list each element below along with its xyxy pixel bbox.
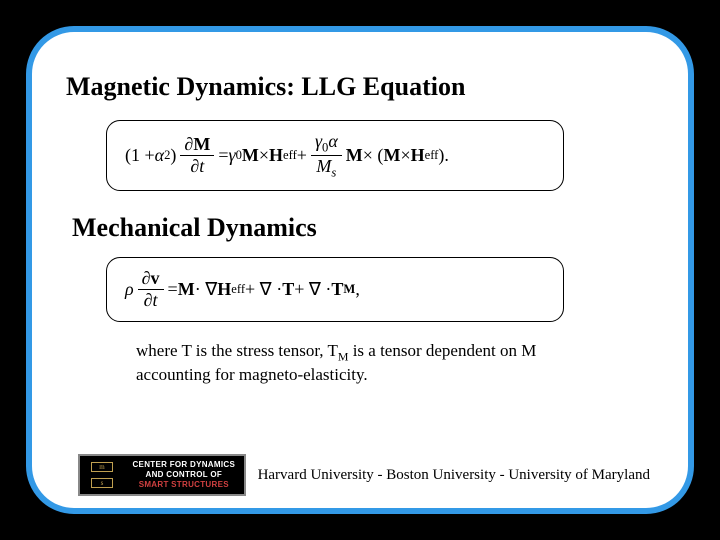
M-b: M xyxy=(346,145,363,166)
circuit-el-s: s xyxy=(91,478,113,488)
cross-a: × xyxy=(259,145,269,166)
equals-sign: = xyxy=(218,145,228,166)
Heff-b: H xyxy=(411,145,425,166)
slide-frame: Magnetic Dynamics: LLG Equation (1 + α 2… xyxy=(26,26,694,514)
mechanical-equation-box: ρ ∂v ∂t = M · ∇ Heff + ∇ · T + ∇ · TM , xyxy=(106,257,564,321)
logo-text: CENTER FOR DYNAMICS AND CONTROL OF SMART… xyxy=(124,460,244,490)
circuit-el-m: m xyxy=(91,462,113,472)
alpha-b: α xyxy=(328,131,337,151)
gamma0-a: γ xyxy=(228,145,235,166)
close-paren: ). xyxy=(438,145,449,166)
eff-sub-b: eff xyxy=(425,148,439,163)
dot-grad: · ∇ xyxy=(195,279,218,300)
gamma0-b: γ xyxy=(315,131,322,151)
section2-title: Mechanical Dynamics xyxy=(72,213,654,243)
partial-den2: ∂ xyxy=(144,290,153,310)
alpha-sym: α xyxy=(155,145,164,166)
dv-dt-fraction: ∂v ∂t xyxy=(138,268,164,310)
Heff-a: H xyxy=(269,145,283,166)
partial-den: ∂ xyxy=(190,156,199,176)
TM-sub: M xyxy=(343,282,355,297)
plus-sign: + xyxy=(297,145,307,166)
partial-num: ∂ xyxy=(184,134,193,154)
Heff-mech: H xyxy=(217,279,231,300)
cross-open: × ( xyxy=(363,145,384,166)
lhs-open: (1 + xyxy=(125,145,155,166)
T-tensor: T xyxy=(282,279,294,300)
logo-line1: CENTER FOR DYNAMICS xyxy=(124,460,244,470)
llg-equation: (1 + α 2 ) ∂M ∂t = γ0 M × Heff + γ0α xyxy=(125,131,545,180)
lhs-close: ) xyxy=(170,145,176,166)
section1-title: Magnetic Dynamics: LLG Equation xyxy=(66,72,654,102)
logo-line2: AND CONTROL OF xyxy=(124,470,244,480)
Ms-M: M xyxy=(316,156,331,176)
center-logo: m s CENTER FOR DYNAMICS AND CONTROL OF S… xyxy=(78,454,246,496)
explain-pre: where T is the stress tensor, T xyxy=(136,341,338,360)
eq-comma: , xyxy=(355,279,360,300)
footer-bar: m s CENTER FOR DYNAMICS AND CONTROL OF S… xyxy=(78,454,658,496)
M-mech: M xyxy=(178,279,195,300)
gamma-alpha-over-Ms: γ0α Ms xyxy=(311,131,342,180)
equals-sign2: = xyxy=(168,279,178,300)
explanation-text: where T is the stress tensor, TM is a te… xyxy=(136,340,594,387)
t-den: t xyxy=(199,156,204,176)
M-a: M xyxy=(242,145,259,166)
t-den2: t xyxy=(153,290,158,310)
v-num: v xyxy=(151,268,160,288)
Ms-s: s xyxy=(331,166,336,180)
llg-equation-box: (1 + α 2 ) ∂M ∂t = γ0 M × Heff + γ0α xyxy=(106,120,564,191)
eff-sub-mech: eff xyxy=(231,282,245,297)
explain-sub: M xyxy=(338,349,349,363)
partial-num2: ∂ xyxy=(142,268,151,288)
logo-circuit-icon: m s xyxy=(80,456,124,494)
M-num: M xyxy=(193,134,210,154)
eff-sub-a: eff xyxy=(283,148,297,163)
TM-tensor: T xyxy=(331,279,343,300)
logo-line3: SMART STRUCTURES xyxy=(124,480,244,490)
cross-c: × xyxy=(400,145,410,166)
dM-dt-fraction: ∂M ∂t xyxy=(180,134,214,176)
rho-sym: ρ xyxy=(125,279,134,300)
mechanical-equation: ρ ∂v ∂t = M · ∇ Heff + ∇ · T + ∇ · TM , xyxy=(125,268,545,310)
affiliations-text: Harvard University - Boston University -… xyxy=(258,467,658,484)
plus-grad-T: + ∇ · xyxy=(245,279,282,300)
M-c: M xyxy=(383,145,400,166)
plus-grad-TM: + ∇ · xyxy=(294,279,331,300)
